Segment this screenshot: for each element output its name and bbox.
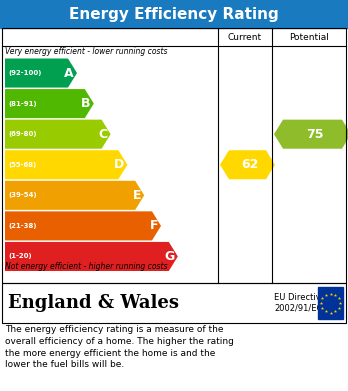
Text: (69-80): (69-80) [8,131,37,137]
Text: (81-91): (81-91) [8,100,37,107]
Polygon shape [220,150,275,179]
Polygon shape [5,242,178,271]
Polygon shape [5,120,111,149]
Bar [0,0,348,28]
Text: (39-54): (39-54) [8,192,37,198]
Text: E: E [133,189,141,202]
Polygon shape [5,59,77,88]
Text: EU Directive
2002/91/EC: EU Directive 2002/91/EC [274,293,326,313]
Text: F: F [150,219,158,232]
Text: (21-38): (21-38) [8,223,37,229]
Polygon shape [5,181,144,210]
Text: A: A [64,66,74,79]
Text: C: C [98,128,108,141]
Text: Energy Efficiency Rating: Energy Efficiency Rating [69,7,279,22]
Polygon shape [5,212,161,240]
Text: (55-68): (55-68) [8,162,36,168]
Text: Current: Current [228,32,262,41]
Text: 62: 62 [241,158,258,171]
Text: Very energy efficient - lower running costs: Very energy efficient - lower running co… [5,47,167,56]
Text: England & Wales: England & Wales [8,294,179,312]
Bar [2,28,346,283]
Bar [318,287,343,319]
Text: (1-20): (1-20) [8,253,32,260]
Text: B: B [81,97,91,110]
Polygon shape [5,150,127,179]
Polygon shape [5,89,94,118]
Text: Potential: Potential [289,32,329,41]
Bar [2,283,346,323]
Text: Not energy efficient - higher running costs: Not energy efficient - higher running co… [5,262,167,271]
Polygon shape [274,120,348,149]
Text: (92-100): (92-100) [8,70,41,76]
Text: 75: 75 [306,128,323,141]
Text: D: D [114,158,124,171]
Text: The energy efficiency rating is a measure of the
overall efficiency of a home. T: The energy efficiency rating is a measur… [5,325,234,369]
Text: G: G [165,250,175,263]
